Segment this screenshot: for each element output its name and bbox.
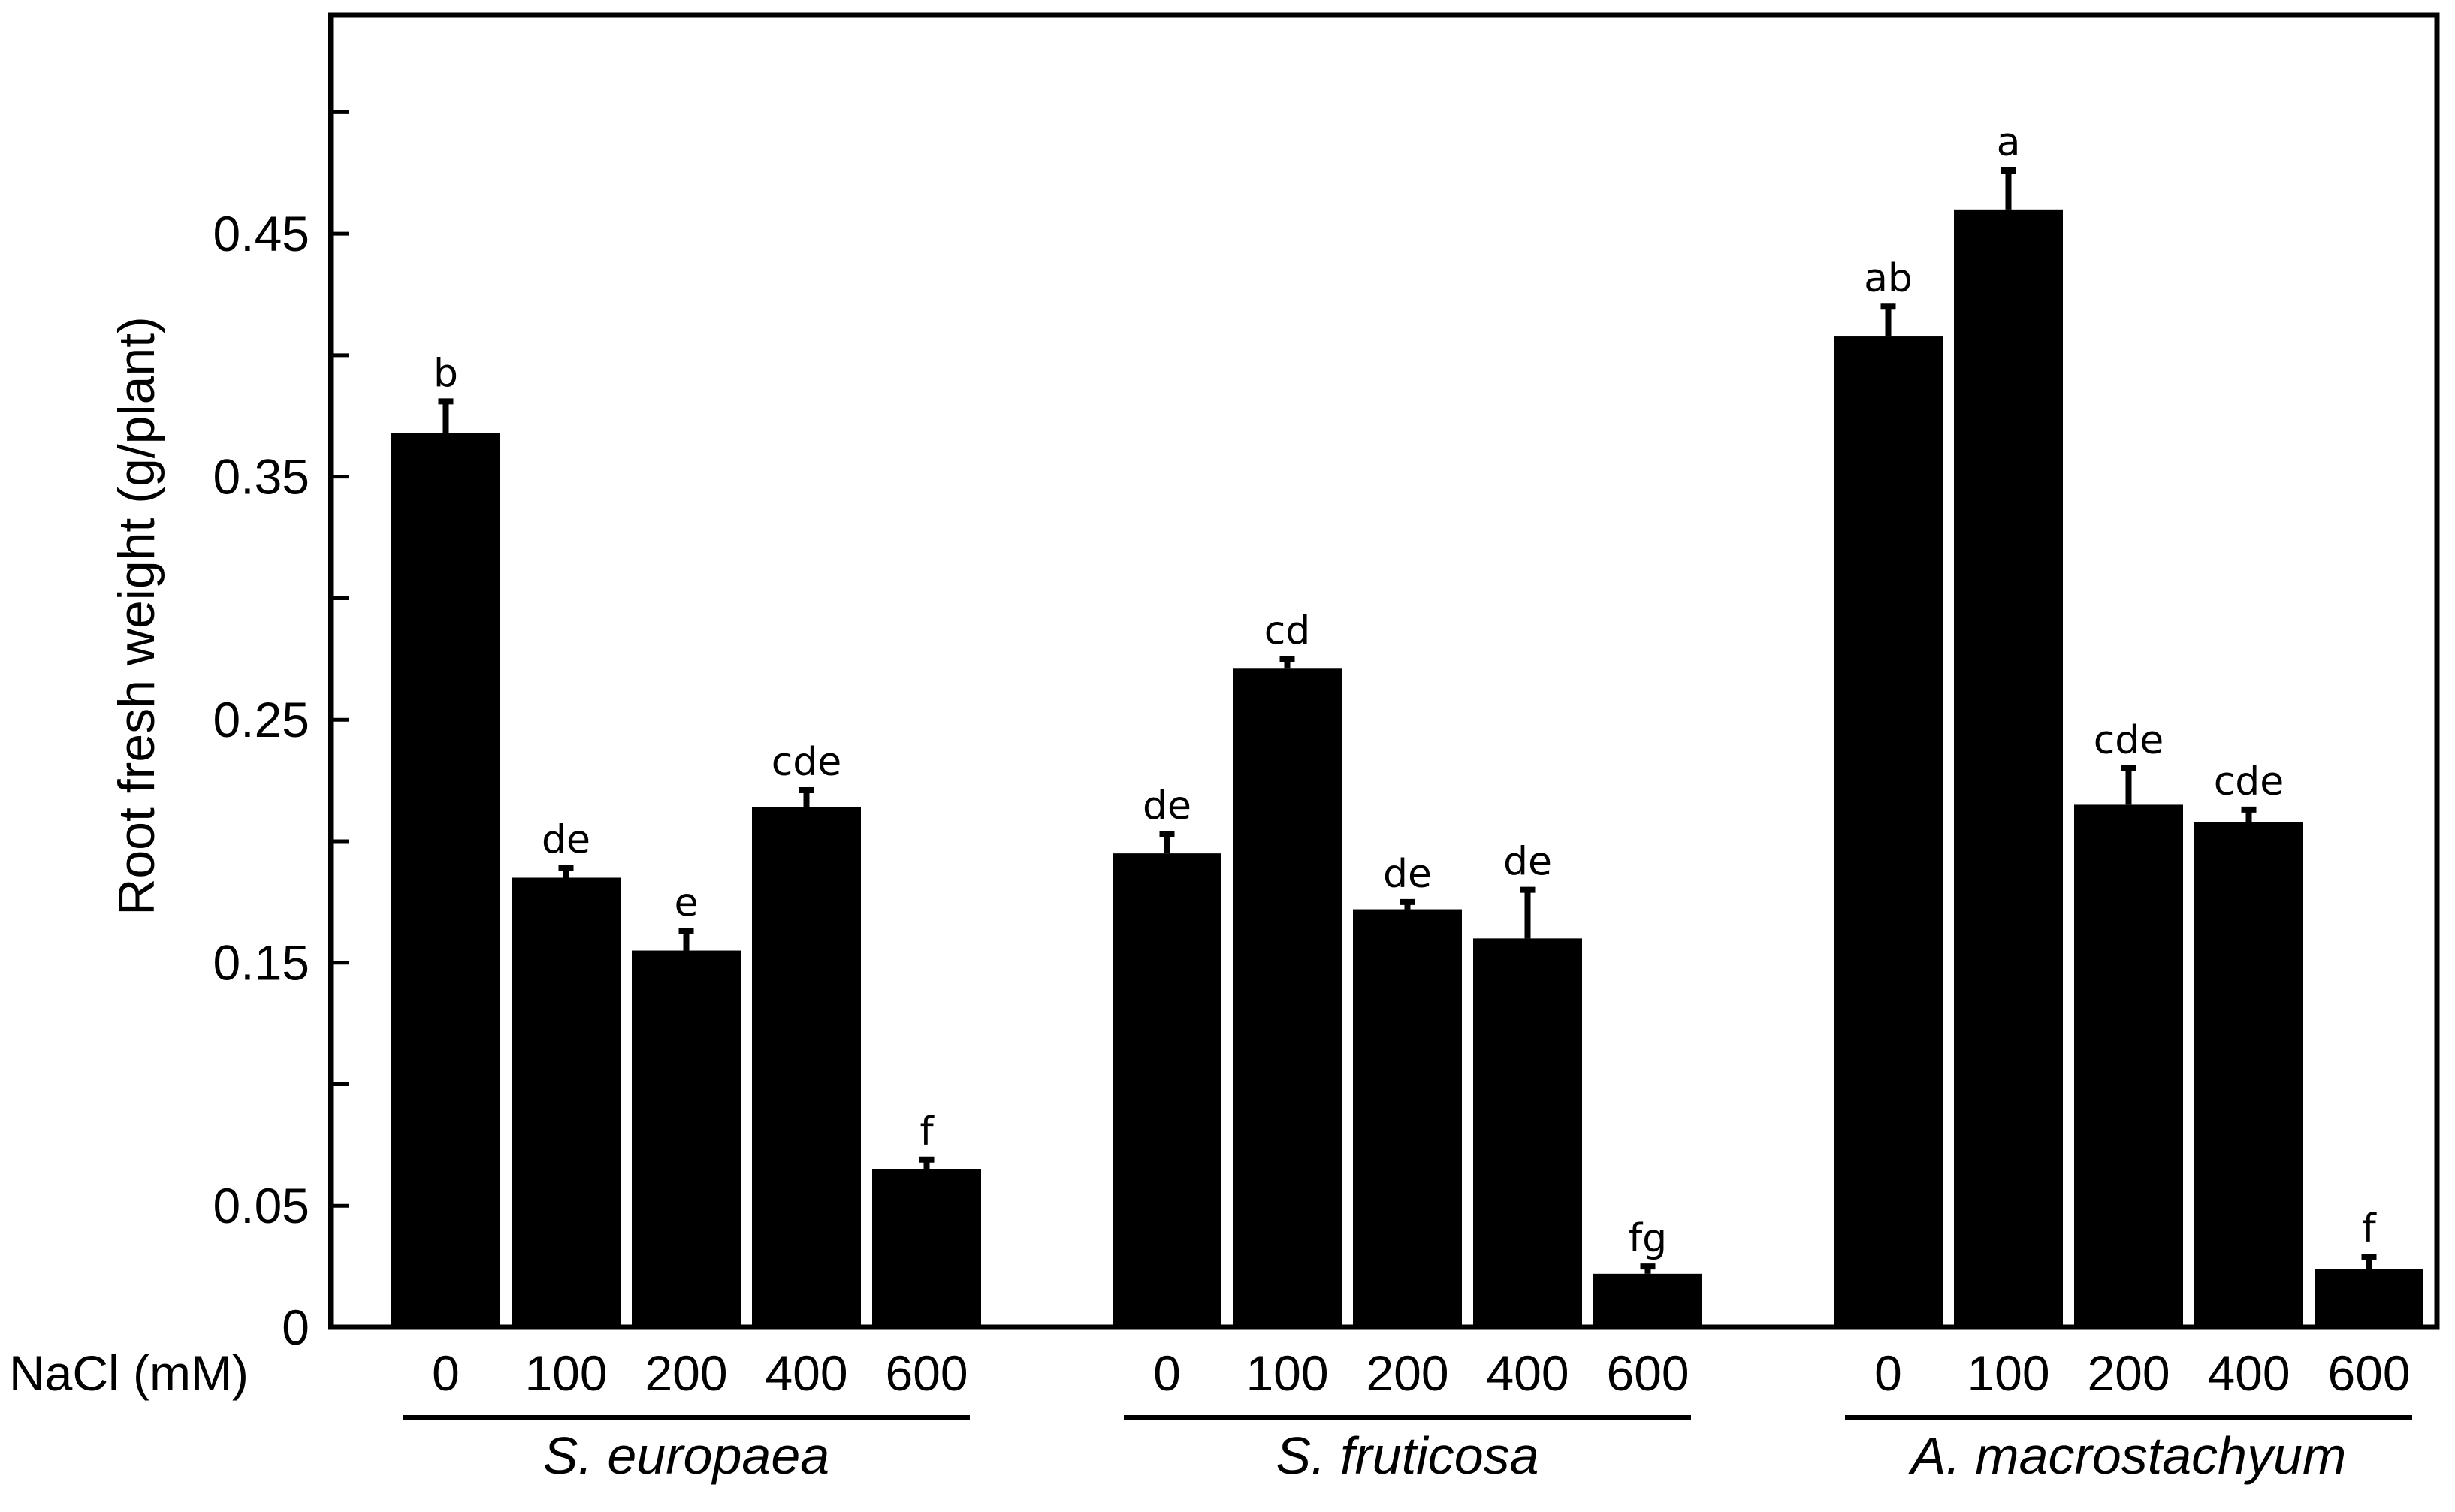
x-tick-label: 100 [524, 1345, 607, 1401]
bar [2194, 822, 2303, 1327]
significance-letter: de [1383, 852, 1432, 897]
group-label: S. europaea [543, 1426, 829, 1485]
x-tick-label: 100 [1967, 1345, 2049, 1401]
x-tick-label: 100 [1246, 1345, 1328, 1401]
x-axis-title: NaCl (mM) [9, 1345, 249, 1401]
y-tick-label: 0.45 [213, 206, 310, 261]
error-bars-layer [438, 167, 2377, 1274]
y-tick-label: 0.25 [213, 692, 310, 747]
significance-letters-layer: b de e cde f de cd de de fg ab a cde cde f [433, 120, 2377, 1261]
significance-letter: de [1503, 840, 1552, 885]
x-tick-label: 600 [1606, 1345, 1689, 1401]
x-tick-label: 200 [1366, 1345, 1448, 1401]
x-tick-label: 200 [645, 1345, 727, 1401]
significance-letter: cd [1264, 608, 1311, 653]
x-tick-label: 0 [1153, 1345, 1181, 1401]
bar [1954, 209, 2063, 1327]
bar [1473, 938, 1582, 1327]
bar [1113, 853, 1221, 1327]
significance-letter: a [1997, 120, 2021, 165]
x-tick-label: 200 [2087, 1345, 2170, 1401]
significance-letter: e [675, 881, 699, 926]
x-tick-label: 0 [432, 1345, 460, 1401]
bar [872, 1169, 981, 1327]
x-tick-label: 600 [2327, 1345, 2410, 1401]
bar [1593, 1273, 1702, 1327]
significance-letter: de [542, 818, 590, 863]
bar [512, 877, 621, 1327]
bar [752, 807, 861, 1327]
group-label: A. macrostachyum [1908, 1426, 2347, 1485]
significance-letter: de [1143, 783, 1191, 828]
bar [1353, 909, 1462, 1327]
bar [2315, 1269, 2423, 1327]
group-label: S. fruticosa [1276, 1426, 1539, 1485]
bars-layer [391, 209, 2423, 1327]
y-axis-title: Root fresh weight (g/plant) [108, 316, 165, 916]
significance-letter: b [433, 351, 458, 396]
significance-letter: cde [772, 740, 842, 785]
y-tick-label: 0.35 [213, 449, 310, 505]
bar [632, 950, 741, 1327]
y-tick-label: 0.05 [213, 1178, 310, 1233]
y-tick-label: 0 [282, 1299, 310, 1355]
significance-letter: f [2362, 1206, 2377, 1251]
x-tick-label: 400 [1486, 1345, 1569, 1401]
group-labels-layer: S. europaea S. fruticosa A. macrostachyum [403, 1415, 2412, 1485]
x-axis-labels: 0 100 200 400 600 0 100 200 400 600 0 100 200 400 600 [432, 1345, 2410, 1401]
significance-letter: ab [1864, 256, 1913, 301]
significance-letter: f [919, 1109, 935, 1154]
x-tick-label: 400 [765, 1345, 847, 1401]
significance-letter: cde [2094, 718, 2164, 763]
bar [2074, 804, 2183, 1327]
bar [1233, 668, 1342, 1327]
x-tick-label: 400 [2207, 1345, 2290, 1401]
x-tick-label: 600 [885, 1345, 968, 1401]
x-tick-label: 0 [1874, 1345, 1902, 1401]
bar [1834, 336, 1943, 1327]
significance-letter: cde [2214, 759, 2284, 804]
y-axis: 0 0.05 0.15 0.25 0.35 0.45 [213, 110, 349, 1355]
bar [391, 433, 500, 1327]
y-tick-label: 0.15 [213, 935, 310, 991]
significance-letter: fg [1629, 1216, 1667, 1261]
